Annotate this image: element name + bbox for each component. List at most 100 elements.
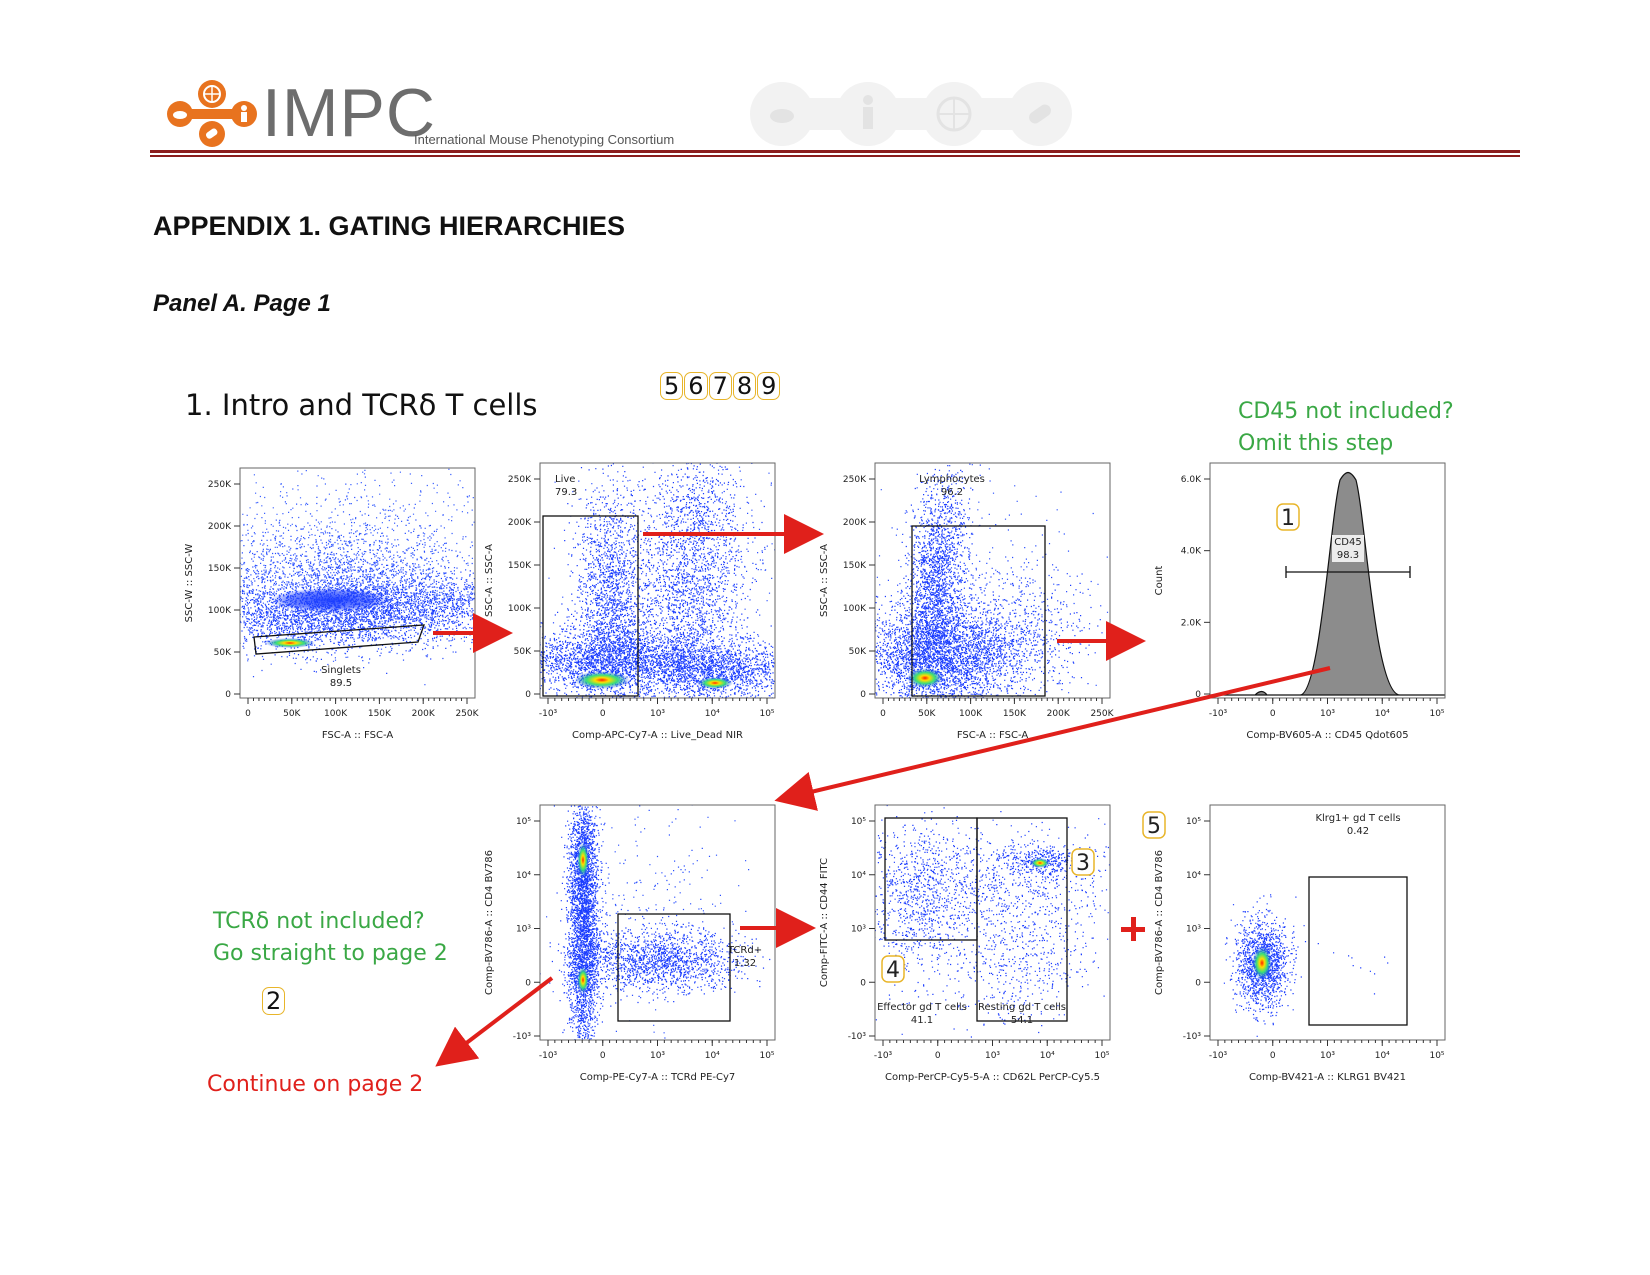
y-tick-label: 6.0K bbox=[1181, 475, 1202, 485]
singlets-y-axis: 0 50K 100K 150K 200K 250K bbox=[208, 480, 240, 700]
step-badge-1: 1 bbox=[1276, 503, 1300, 531]
singlets-plot-area bbox=[240, 468, 475, 686]
klrg1-plot-area bbox=[1223, 894, 1389, 1037]
y-tick-label: 150K bbox=[208, 564, 232, 574]
x-tick-label: 10⁵ bbox=[759, 1051, 774, 1061]
logo-subtext: International Mouse Phenotyping Consorti… bbox=[414, 132, 675, 147]
event-dots bbox=[240, 483, 475, 686]
live-gate-name: Live bbox=[555, 474, 575, 485]
step-badge-1-frame bbox=[1276, 503, 1300, 531]
resting-gate bbox=[976, 817, 1068, 1022]
lymphocytes-plot-area bbox=[875, 463, 1110, 698]
step-badge-5-label: 5 bbox=[1147, 814, 1161, 839]
y-tick-label: 4.0K bbox=[1181, 547, 1202, 557]
pill-icon bbox=[1029, 104, 1051, 124]
x-tick-label: 200K bbox=[412, 709, 436, 719]
tcrd-note: TCRδ not included? Go straight to page 2 bbox=[213, 906, 448, 970]
y-tick-label: 250K bbox=[208, 480, 232, 490]
watermark-icons bbox=[750, 82, 1072, 146]
effector-x-label: Comp-PerCP-Cy5-5-A :: CD62L PerCP-Cy5.5 bbox=[885, 1072, 1100, 1083]
logo-text: IMPC bbox=[262, 75, 436, 151]
x-tick-label: 10⁵ bbox=[1094, 1051, 1109, 1061]
flow-arrow bbox=[774, 666, 1331, 811]
x-tick-label: 10⁴ bbox=[705, 709, 720, 719]
section-heading: 1. Intro and TCRδ T cells bbox=[185, 388, 538, 422]
tcrd-note-line1: TCRδ not included? bbox=[213, 909, 425, 934]
y-tick-label: 10⁴ bbox=[516, 871, 531, 881]
human-icon bbox=[863, 95, 873, 129]
cd45-x-label: Comp-BV605-A :: CD45 Qdot605 bbox=[1246, 730, 1408, 741]
x-tick-label: -10³ bbox=[1209, 1051, 1228, 1061]
step-badge: 9 bbox=[757, 372, 781, 400]
y-tick-label: 50K bbox=[514, 647, 532, 657]
y-tick-label: 0 bbox=[525, 690, 531, 700]
x-tick-label: 10⁴ bbox=[1375, 709, 1390, 719]
y-tick-label: 50K bbox=[214, 648, 232, 658]
mouse-icon bbox=[770, 109, 794, 123]
cd45-note: CD45 not included? Omit this step bbox=[1238, 396, 1454, 460]
page-title: APPENDIX 1. GATING HIERARCHIES bbox=[153, 211, 626, 241]
y-tick-label: 100K bbox=[843, 604, 867, 614]
x-tick-label: 10³ bbox=[1320, 709, 1335, 719]
y-tick-label: 250K bbox=[843, 475, 867, 485]
step-badge-2: 2 bbox=[262, 987, 286, 1015]
x-tick-label: 50K bbox=[918, 709, 936, 719]
y-tick-label: 200K bbox=[843, 518, 867, 528]
live-x-label: Comp-APC-Cy7-A :: Live_Dead NIR bbox=[572, 730, 743, 741]
header-rule bbox=[150, 150, 1520, 153]
event-dots bbox=[556, 819, 611, 1040]
x-tick-label: 150K bbox=[368, 709, 392, 719]
step-badge-1-label: 1 bbox=[1281, 506, 1295, 531]
klrg1-plot: -10³ 0 10³ 10⁴ 10⁵ -10³ 0 10³ 10⁴ 10⁵ Comp-BV421-A… bbox=[1154, 804, 1446, 1083]
step-badge-5-frame bbox=[1142, 811, 1166, 839]
klrg1-x-axis: -10³ 0 10³ 10⁴ 10⁵ bbox=[1209, 1040, 1445, 1061]
step-badge-3: 3 bbox=[1071, 848, 1095, 876]
lymphocytes-gate bbox=[911, 525, 1046, 697]
y-tick-label: 100K bbox=[208, 606, 232, 616]
density-hotspot bbox=[1252, 946, 1272, 980]
x-tick-label: 100K bbox=[959, 709, 983, 719]
x-tick-label: -10³ bbox=[539, 1051, 558, 1061]
klrg1-y-label: Comp-BV786-A :: CD4 BV786 bbox=[1154, 850, 1165, 995]
step-badge: 8 bbox=[732, 372, 757, 400]
x-tick-label: 10⁴ bbox=[1040, 1051, 1055, 1061]
x-tick-label: -10³ bbox=[539, 709, 558, 719]
klrg1-x-label: Comp-BV421-A :: KLRG1 BV421 bbox=[1249, 1072, 1406, 1083]
x-tick-label: 10³ bbox=[985, 1051, 1000, 1061]
density-hotspot bbox=[577, 842, 589, 878]
event-dots bbox=[625, 626, 775, 698]
singlets-x-axis: 0 50K 100K 150K 200K 250K bbox=[245, 698, 480, 719]
y-tick-label: 10⁴ bbox=[1186, 871, 1201, 881]
x-tick-label: 100K bbox=[324, 709, 348, 719]
x-tick-label: 0 bbox=[935, 1051, 941, 1061]
density-hotspot bbox=[907, 668, 943, 688]
page-subtitle: Panel A. Page 1 bbox=[153, 290, 331, 317]
y-tick-label: -10³ bbox=[1183, 1032, 1202, 1042]
x-tick-label: 10⁵ bbox=[759, 709, 774, 719]
tcrd-y-axis: -10³ 0 10³ 10⁴ 10⁵ bbox=[513, 817, 540, 1042]
event-dots bbox=[875, 552, 1110, 698]
plus-bar-v bbox=[1131, 917, 1136, 941]
cd45-x-axis: -10³ 0 10³ 10⁴ 10⁵ bbox=[1209, 698, 1445, 719]
klrg1-plot-border bbox=[1209, 804, 1446, 1041]
plus-icon bbox=[1121, 917, 1145, 941]
y-tick-label: 10³ bbox=[1186, 925, 1201, 935]
step-badge: 5 bbox=[660, 372, 684, 400]
y-tick-label: -10³ bbox=[848, 1032, 867, 1042]
lymphocytes-gate-name: Lymphocytes bbox=[919, 474, 985, 485]
singlets-gate-value: 89.5 bbox=[330, 678, 352, 689]
y-tick-label: 200K bbox=[508, 518, 532, 528]
x-tick-label: -10³ bbox=[1209, 709, 1228, 719]
x-tick-label: 0 bbox=[600, 1051, 606, 1061]
density-hotspot bbox=[265, 638, 315, 648]
event-dots bbox=[540, 610, 774, 698]
y-tick-label: 150K bbox=[508, 561, 532, 571]
tcrd-y-label: Comp-BV786-A :: CD4 BV786 bbox=[484, 850, 495, 995]
step-badge: 6 bbox=[684, 372, 708, 400]
y-tick-label: 10³ bbox=[851, 925, 866, 935]
tcrd-plot: -10³ 0 10³ 10⁴ 10⁵ -10³ 0 10³ 10⁴ 10⁵ Comp-PE-Cy7-… bbox=[484, 804, 776, 1083]
y-tick-label: 10⁵ bbox=[1186, 817, 1201, 827]
cd45-label-bg bbox=[1332, 535, 1364, 562]
lymphocytes-plot-border bbox=[874, 462, 1111, 699]
x-tick-label: 10⁵ bbox=[1429, 1051, 1444, 1061]
